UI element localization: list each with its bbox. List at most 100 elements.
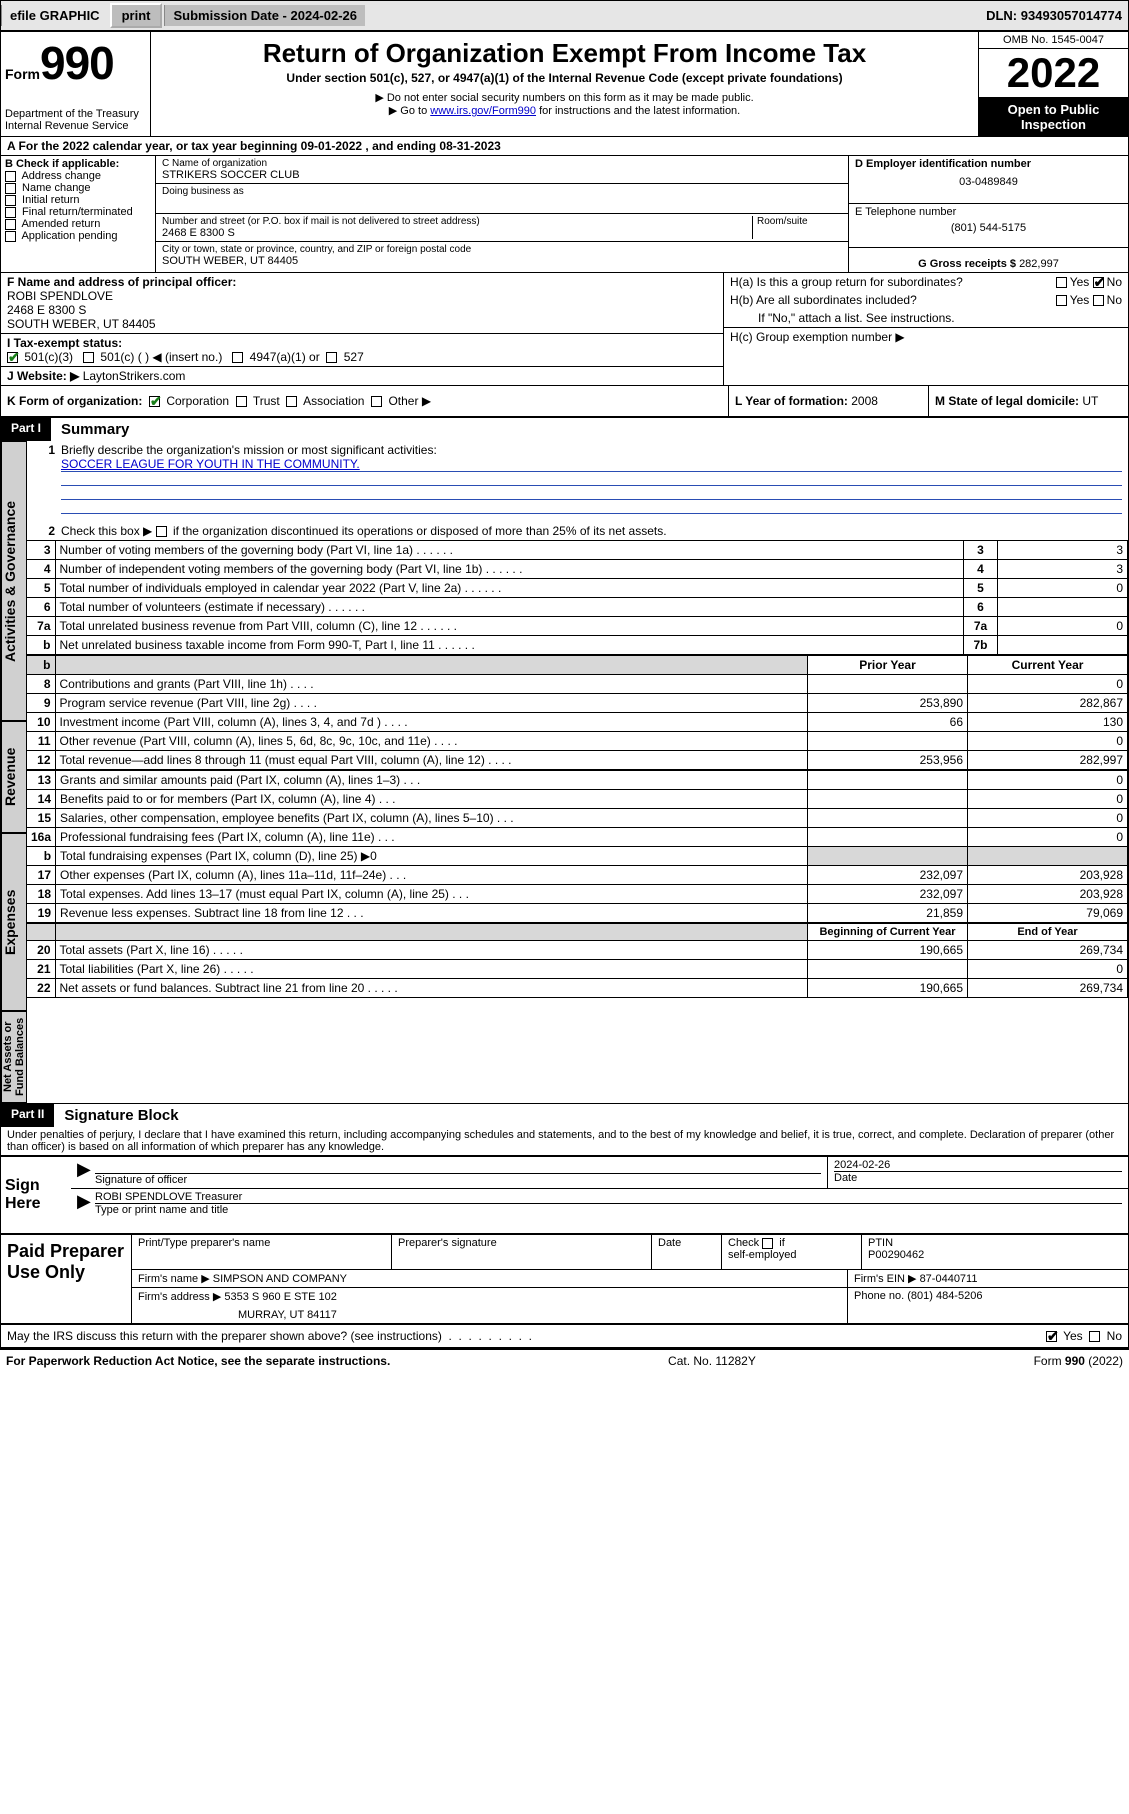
top-bar: efile GRAPHIC print Submission Date - 20… xyxy=(0,0,1129,31)
firm-name: SIMPSON AND COMPANY xyxy=(213,1273,347,1285)
b-lead: B Check if applicable: xyxy=(5,158,151,170)
irs-link[interactable]: www.irs.gov/Form990 xyxy=(430,105,536,117)
sig-date-lbl: Date xyxy=(834,1171,1122,1184)
chk-other[interactable] xyxy=(371,396,382,407)
revenue-row: 8Contributions and grants (Part VIII, li… xyxy=(27,675,1128,694)
chk-b-item[interactable] xyxy=(5,195,16,206)
discuss-no: No xyxy=(1107,1329,1122,1343)
declaration: Under penalties of perjury, I declare th… xyxy=(1,1127,1128,1155)
chk-discuss-yes[interactable] xyxy=(1046,1331,1057,1342)
paid-preparer-label: Paid Preparer Use Only xyxy=(1,1235,131,1323)
firm-phone-lbl: Phone no. xyxy=(854,1290,907,1302)
revenue-row: 11Other revenue (Part VIII, column (A), … xyxy=(27,732,1128,751)
chk-b-item[interactable] xyxy=(5,207,16,218)
revenue-table: bPrior YearCurrent Year8Contributions an… xyxy=(27,655,1128,770)
b-item: Name change xyxy=(5,182,151,194)
dln: DLN: 93493057014774 xyxy=(986,8,1128,23)
firm-ein: 87-0440711 xyxy=(920,1273,978,1285)
chk-assoc[interactable] xyxy=(286,396,297,407)
d-lbl: D Employer identification number xyxy=(855,158,1122,170)
summary-top-table: 3Number of voting members of the governi… xyxy=(27,540,1128,655)
rowa-pre: A For the 2022 calendar year, or tax yea… xyxy=(7,139,301,153)
firm-addr1: 5353 S 960 E STE 102 xyxy=(224,1291,337,1303)
hb-lbl: H(b) Are all subordinates included? xyxy=(730,293,917,307)
chk-4947[interactable] xyxy=(232,352,243,363)
expense-row: 16aProfessional fundraising fees (Part I… xyxy=(27,828,1128,847)
inst-link: ▶ Go to www.irs.gov/Form990 for instruct… xyxy=(157,104,972,117)
year-formation: 2008 xyxy=(851,394,878,408)
part1-label: Part I xyxy=(1,418,51,441)
chk-b-item[interactable] xyxy=(5,183,16,194)
state-domicile: UT xyxy=(1082,394,1098,408)
officer-addr2: SOUTH WEBER, UT 84405 xyxy=(7,317,717,331)
footer-pra: For Paperwork Reduction Act Notice, see … xyxy=(6,1354,390,1368)
print-button[interactable]: print xyxy=(110,3,163,28)
inst-ssn: ▶ Do not enter social security numbers o… xyxy=(157,91,972,104)
form-990: Form990 Department of the Treasury Inter… xyxy=(0,31,1129,1350)
part1-header-row: Part I Summary xyxy=(1,418,1128,441)
ha-no: No xyxy=(1107,275,1122,289)
officer-name: ROBI SPENDLOVE xyxy=(7,289,717,303)
tab-netassets: Net Assets or Fund Balances xyxy=(1,1011,27,1103)
k-lbl: K Form of organization: xyxy=(7,394,142,408)
chk-hb-yes[interactable] xyxy=(1056,295,1067,306)
expense-row: 14Benefits paid to or for members (Part … xyxy=(27,790,1128,809)
chk-corp[interactable] xyxy=(149,396,160,407)
b-item: Amended return xyxy=(5,218,151,230)
submission-label: Submission Date - xyxy=(173,8,290,23)
b-item: Final return/terminated xyxy=(5,206,151,218)
section-deg: D Employer identification number 03-0489… xyxy=(848,156,1128,272)
chk-discuss-no[interactable] xyxy=(1089,1331,1100,1342)
summary-row: 3Number of voting members of the governi… xyxy=(27,541,1128,560)
i-lbl: I Tax-exempt status: xyxy=(7,336,122,350)
chk-b-item[interactable] xyxy=(5,219,16,230)
omb-number: OMB No. 1545-0047 xyxy=(979,32,1128,49)
ha-lbl: H(a) Is this a group return for subordin… xyxy=(730,275,963,289)
chk-self-employed[interactable] xyxy=(762,1238,773,1249)
expense-row: 13Grants and similar amounts paid (Part … xyxy=(27,771,1128,790)
c-dba-lbl: Doing business as xyxy=(162,186,842,197)
prep-date-lbl: Date xyxy=(652,1235,722,1269)
chk-b-item[interactable] xyxy=(5,171,16,182)
c-name-lbl: C Name of organization xyxy=(162,158,842,169)
gross-receipts: 282,997 xyxy=(1019,258,1059,270)
part2-header-row: Part II Signature Block xyxy=(1,1103,1128,1127)
footer-form: Form 990 (2022) xyxy=(1034,1354,1123,1368)
i-527: 527 xyxy=(344,350,364,364)
hc-lbl: H(c) Group exemption number ▶ xyxy=(724,328,1128,346)
chk-b-item[interactable] xyxy=(5,231,16,242)
tax-year: 2022 xyxy=(979,49,1128,98)
chk-ha-no[interactable] xyxy=(1093,277,1104,288)
chk-527[interactable] xyxy=(326,352,337,363)
revenue-row: 9Program service revenue (Part VIII, lin… xyxy=(27,694,1128,713)
netassets-table: Beginning of Current YearEnd of Year20To… xyxy=(27,923,1128,998)
l1-num: 1 xyxy=(33,443,61,514)
chk-501c[interactable] xyxy=(83,352,94,363)
chk-ha-yes[interactable] xyxy=(1056,277,1067,288)
l-lbl: L Year of formation: xyxy=(735,394,851,408)
expense-row: 15Salaries, other compensation, employee… xyxy=(27,809,1128,828)
prep-name-lbl: Print/Type preparer's name xyxy=(132,1235,392,1269)
part1-title: Summary xyxy=(51,418,139,441)
officer-sub: Type or print name and title xyxy=(95,1203,1122,1216)
footer-cat: Cat. No. 11282Y xyxy=(668,1354,756,1368)
part2-title: Signature Block xyxy=(54,1104,188,1127)
revenue-row: 12Total revenue—add lines 8 through 11 (… xyxy=(27,751,1128,770)
i-4947: 4947(a)(1) or xyxy=(250,350,320,364)
mission[interactable]: SOCCER LEAGUE FOR YOUTH IN THE COMMUNITY… xyxy=(61,457,360,471)
expense-row: 18Total expenses. Add lines 13–17 (must … xyxy=(27,885,1128,904)
revenue-row: 10Investment income (Part VIII, column (… xyxy=(27,713,1128,732)
chk-trust[interactable] xyxy=(236,396,247,407)
hb-yes: Yes xyxy=(1070,293,1090,307)
chk-501c3[interactable] xyxy=(7,352,18,363)
expenses-table: 13Grants and similar amounts paid (Part … xyxy=(27,770,1128,923)
chk-hb-no[interactable] xyxy=(1093,295,1104,306)
b-item: Application pending xyxy=(5,230,151,242)
tab-expenses: Expenses xyxy=(1,833,27,1011)
discuss-yes: Yes xyxy=(1063,1329,1083,1343)
firm-addr-lbl: Firm's address ▶ xyxy=(138,1291,224,1303)
chk-l2[interactable] xyxy=(156,526,167,537)
f-lbl: F Name and address of principal officer: xyxy=(7,275,236,289)
org-name: STRIKERS SOCCER CLUB xyxy=(162,169,842,181)
submission-date: Submission Date - 2024-02-26 xyxy=(164,5,365,26)
